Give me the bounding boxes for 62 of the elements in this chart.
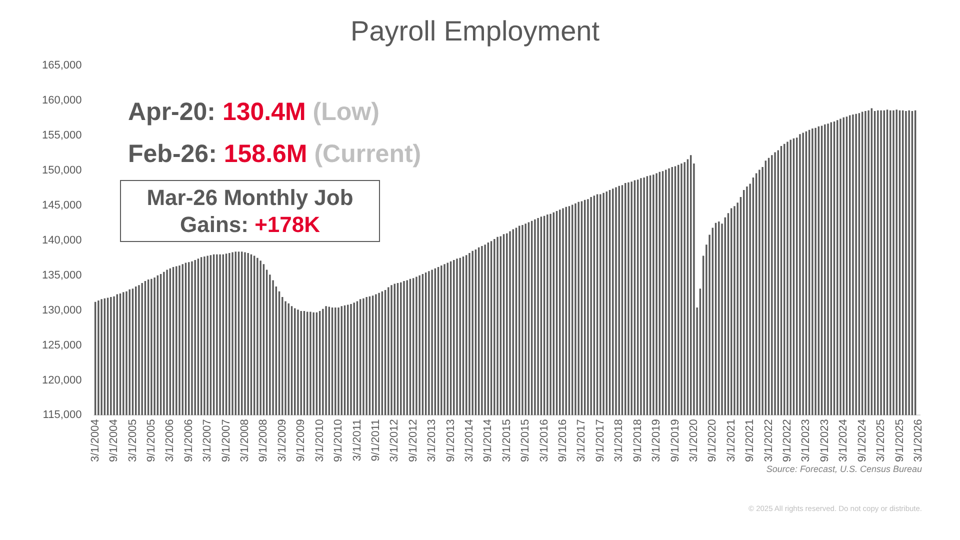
x-tick-label: 3/1/2020 [688,419,700,462]
y-tick-label: 155,000 [42,130,82,142]
x-tick-label: 3/1/2008 [239,419,252,462]
x-tick-label: 9/1/2021 [744,419,756,462]
x-tick-label: 3/1/2015 [500,419,513,462]
annotation: Apr-20: 130.4M (Low) [128,98,380,126]
x-tick-label: 3/1/2007 [202,419,214,462]
x-tick-label: 9/1/2015 [520,419,532,462]
y-tick-label: 150,000 [42,164,82,177]
x-tick-label: 9/1/2004 [108,419,120,462]
x-tick-label: 3/1/2019 [650,419,663,462]
y-tick-label: 120,000 [42,374,82,386]
source-note: Source: Forecast, U.S. Census Bureau [766,464,922,474]
y-tick-label: 135,000 [42,269,82,282]
x-tick-label: 3/1/2016 [538,419,550,462]
x-tick-label: 9/1/2014 [482,419,494,462]
x-tick-label: 3/1/2010 [314,419,326,462]
x-tick-label: 3/1/2014 [464,419,476,462]
x-tick-label: 9/1/2020 [706,419,719,462]
y-tick-label: 125,000 [42,339,82,352]
x-tick-label: 9/1/2006 [182,419,195,462]
x-tick-label: 3/1/2023 [800,419,812,462]
x-tick-label: 3/1/2005 [126,419,139,462]
x-tick-label: 3/1/2011 [351,419,364,462]
x-tick-label: 9/1/2016 [557,419,570,462]
x-tick-label: 9/1/2022 [782,419,794,462]
x-tick-label: 9/1/2008 [258,419,270,462]
y-tick-label: 140,000 [42,234,82,246]
x-tick-label: 9/1/2007 [220,419,232,462]
x-tick-label: 3/1/2004 [89,419,102,462]
x-tick-label: 3/1/2018 [613,419,626,462]
x-tick-label: 3/1/2006 [164,419,176,462]
y-tick-label: 160,000 [42,94,82,107]
x-tick-label: 3/1/2024 [838,419,850,462]
x-tick-label: 3/1/2025 [875,419,888,462]
x-tick-label: 3/1/2013 [426,419,438,462]
x-tick-label: 3/1/2017 [576,419,588,462]
x-tick-label: 3/1/2009 [276,419,288,462]
x-tick-label: 9/1/2019 [669,419,682,462]
x-tick-label: 9/1/2012 [407,419,420,462]
x-tick-label: 9/1/2009 [295,419,308,462]
x-tick-label: 9/1/2024 [856,419,868,462]
callout-box: Mar-26 Monthly Job Gains: +178K [120,180,380,242]
y-tick-label: 145,000 [42,199,82,212]
x-tick-label: 9/1/2018 [632,419,644,462]
x-tick-label: 3/1/2026 [912,419,924,462]
x-tick-label: 9/1/2017 [594,419,606,462]
x-tick-label: 9/1/2005 [145,419,158,462]
y-tick-label: 115,000 [42,409,82,422]
annotation: Feb-26: 158.6M (Current) [128,140,422,168]
x-tick-label: 3/1/2012 [388,419,401,462]
x-tick-label: 9/1/2011 [370,419,382,462]
x-tick-label: 3/1/2022 [762,419,775,462]
x-tick-label: 9/1/2023 [818,419,831,462]
x-tick-label: 3/1/2021 [725,419,738,462]
x-tick-label: 9/1/2010 [332,419,345,462]
chart-title: Payroll Employment [350,16,600,47]
x-tick-label: 9/1/2013 [444,419,457,462]
annotation: Mar-26 Monthly Job Gains: +178K [146,185,354,237]
y-tick-label: 165,000 [42,60,82,72]
y-tick-label: 130,000 [42,304,82,316]
x-tick-label: 9/1/2025 [894,419,906,462]
